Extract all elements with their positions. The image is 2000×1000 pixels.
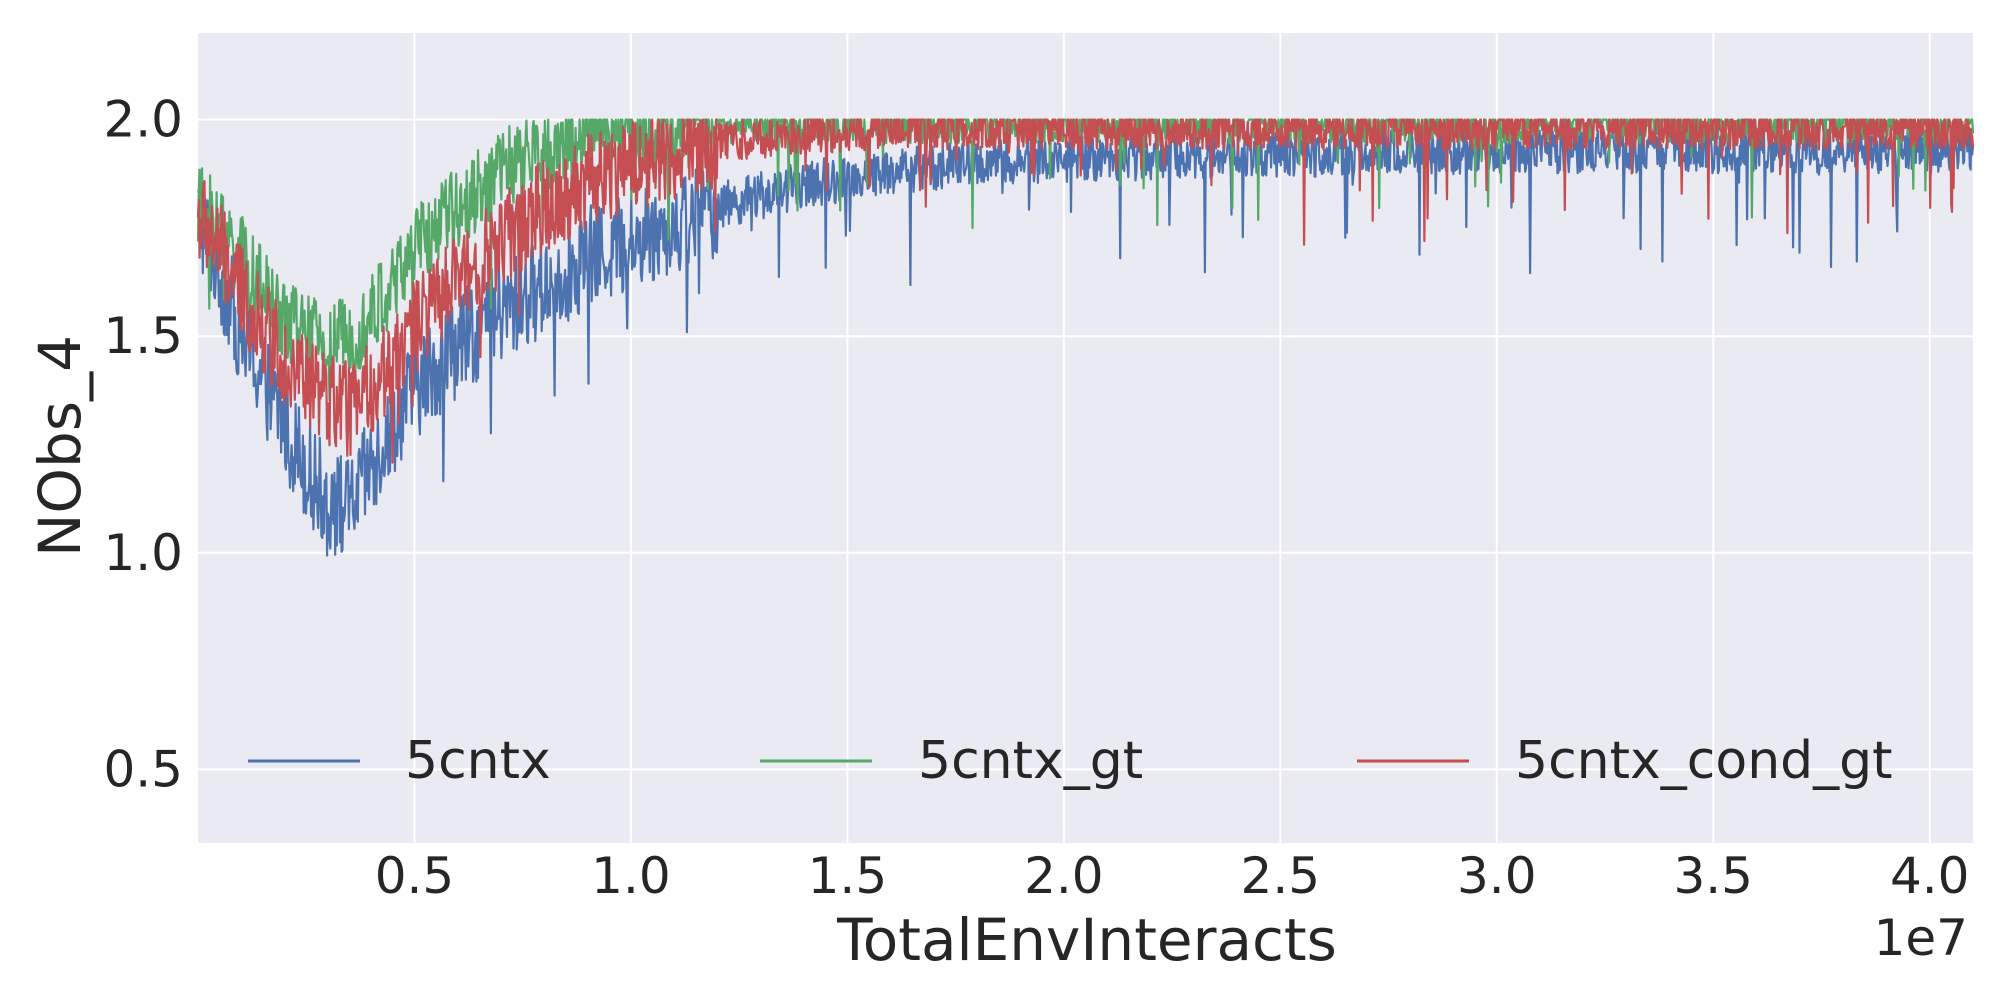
x-tick-label: 1.0	[591, 847, 671, 905]
x-tick-label: 1.5	[808, 847, 888, 905]
y-tick-labels: 0.5 1.0 1.5 2.0	[103, 91, 183, 799]
legend-label: 5cntx	[405, 731, 551, 791]
y-tick-label: 2.0	[103, 91, 183, 149]
x-tick-label: 2.5	[1241, 847, 1321, 905]
x-tick-label: 3.0	[1457, 847, 1537, 905]
legend: 5cntx 5cntx_gt 5cntx_cond_gt	[248, 731, 1893, 791]
series-line-5cntx_cond_gt	[196, 118, 1975, 464]
legend-label: 5cntx_cond_gt	[1515, 731, 1893, 791]
x-offset-text: 1e7	[1874, 909, 1968, 967]
legend-label: 5cntx_gt	[918, 731, 1143, 791]
series-layer	[196, 118, 1975, 557]
x-tick-label: 2.0	[1024, 847, 1104, 905]
y-tick-label: 0.5	[103, 740, 183, 798]
y-axis-label: NObs_4	[26, 335, 94, 557]
y-tick-label: 1.5	[103, 307, 183, 365]
x-axis-label: TotalEnvInteracts	[836, 906, 1337, 974]
x-tick-label: 4.0	[1890, 847, 1970, 905]
x-tick-labels: 0.5 1.0 1.5 2.0 2.5 3.0 3.5 4.0	[375, 847, 1970, 905]
x-tick-label: 0.5	[375, 847, 455, 905]
y-tick-label: 1.0	[103, 524, 183, 582]
x-tick-label: 3.5	[1673, 847, 1753, 905]
